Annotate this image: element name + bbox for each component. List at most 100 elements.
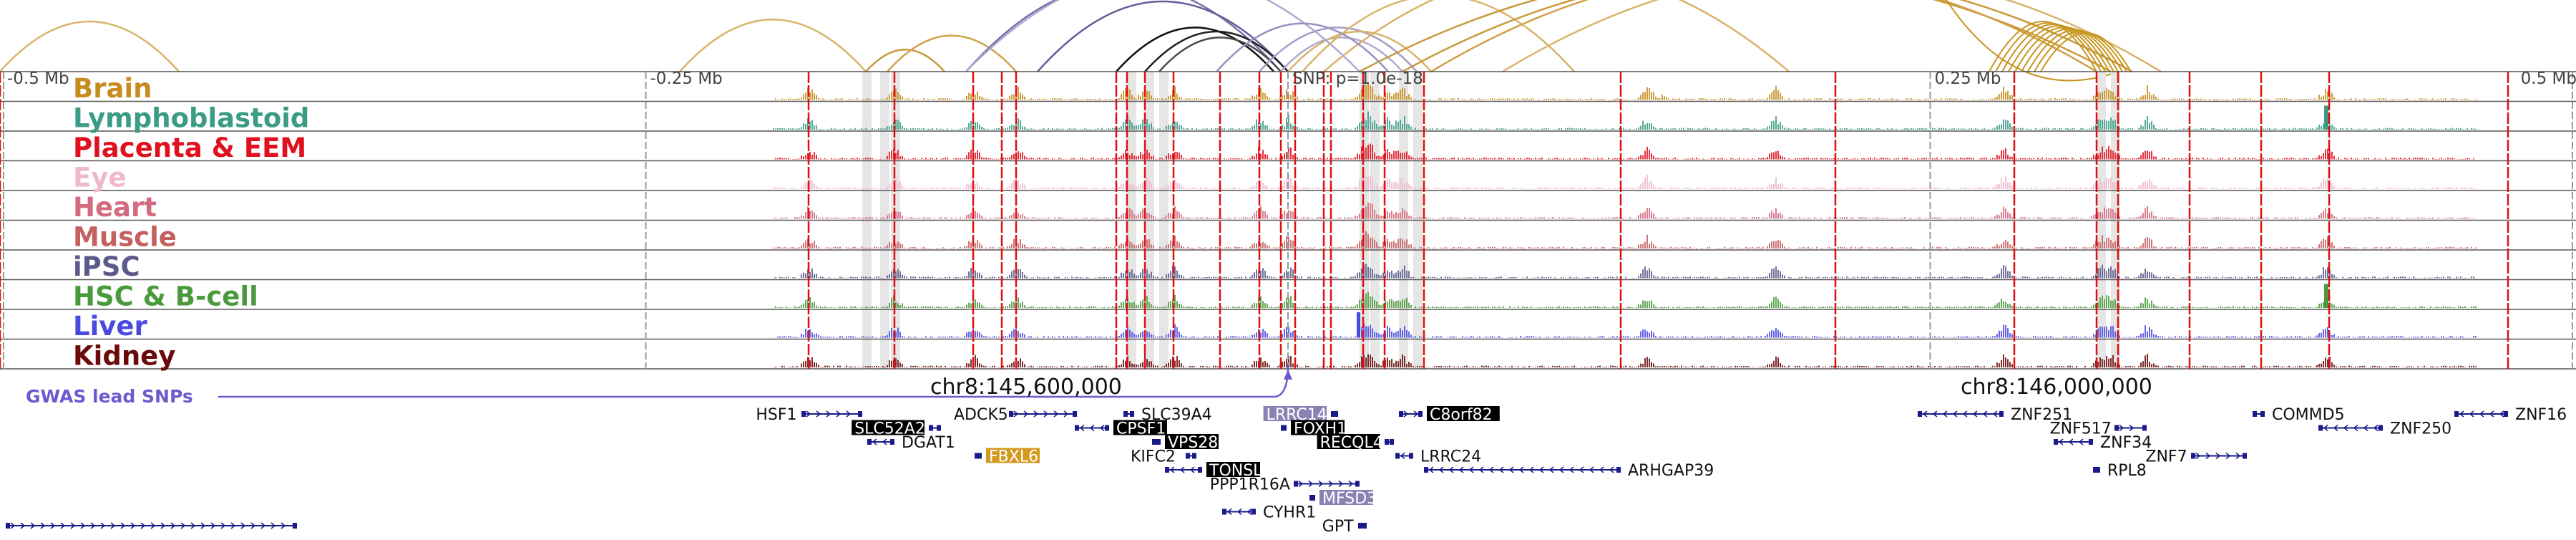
strand-arrow [1488, 466, 1494, 473]
strand-arrow [1448, 466, 1454, 473]
strand-arrow [2499, 410, 2504, 418]
strand-arrow [1538, 466, 1544, 473]
gene-annotations: HSF1 ADCK5 SLC39A4 LRRC14 C8orf82 ZNF251 COMMD… [6, 406, 2567, 536]
gene-exon [1123, 411, 1128, 417]
strand-arrow [1189, 466, 1195, 473]
gene-exon [1073, 411, 1077, 417]
gene-exon [977, 453, 982, 459]
gene-exon [858, 411, 862, 417]
strand-arrow [190, 522, 196, 529]
strand-arrow [1053, 410, 1059, 418]
marker-lines [0, 72, 2573, 369]
track-liver [4, 312, 2572, 338]
gene-c8orf82: C8orf82 [1399, 406, 1500, 424]
gene-dgat1: DGAT1 [867, 434, 955, 452]
strand-arrow [1428, 466, 1434, 473]
gene-exon [1192, 453, 1196, 459]
gene-tonsl: TONSL [1165, 462, 1262, 480]
loop-arc [2034, 31, 2127, 72]
strand-arrow [70, 522, 76, 529]
gene-znf7: ZNF7 [2145, 448, 2247, 466]
gene-label: ZNF7 [2145, 448, 2187, 466]
gene-exon [1418, 411, 1423, 417]
gene-exon [1358, 523, 1362, 529]
gene-exon [1294, 481, 1298, 487]
loop-arc [1989, 21, 2097, 72]
gene-fbxl6: FBXL6 [975, 448, 1040, 466]
strand-arrow [1079, 424, 1085, 432]
gene-label-box [1165, 434, 1219, 449]
strand-arrow [1518, 466, 1524, 473]
track-label: Lymphoblastoid [73, 103, 309, 134]
strand-arrow [2119, 424, 2124, 432]
strand-arrow [170, 522, 176, 529]
gene-exon [867, 439, 872, 445]
gene-exon [1282, 425, 1287, 431]
gene-lrrc24: LRRC24 [1395, 448, 1481, 466]
gene-exon [2142, 425, 2147, 431]
signal-eye [4, 171, 2572, 189]
strand-arrow [1438, 466, 1444, 473]
strand-arrow [20, 522, 26, 529]
gene-exon [937, 425, 941, 431]
gene-label-box [852, 420, 924, 435]
strand-arrow [1579, 466, 1584, 473]
track-label: Kidney [73, 341, 175, 372]
strand-arrow [1179, 466, 1185, 473]
gene-exon [1186, 453, 1190, 459]
gene-label: COMMD5 [2272, 406, 2345, 424]
gene-label-box [1317, 434, 1380, 449]
gene-label: RPL8 [2107, 462, 2147, 480]
strand-arrow [220, 522, 226, 529]
gene-label: SLC52A2 [854, 420, 925, 438]
track-lymphoblastoid [4, 105, 2572, 130]
track-eye [4, 171, 2572, 189]
gene-exon [801, 411, 806, 417]
gwas-snp-marker [1284, 370, 1292, 380]
strand-arrow [1942, 410, 1948, 418]
strand-arrow [1478, 466, 1484, 473]
gene-label: ZNF16 [2515, 406, 2567, 424]
gene-label: C8orf82 [1430, 406, 1493, 424]
chromatin-loop-arcs [0, 0, 2162, 82]
strand-arrow [110, 522, 116, 529]
strand-arrow [1063, 410, 1069, 418]
gene-label: GPT [1322, 518, 1354, 536]
strand-arrow [1468, 466, 1474, 473]
strand-arrow [2078, 438, 2084, 445]
strand-arrow [2323, 424, 2328, 432]
gene-exon [1424, 467, 1428, 473]
strand-arrow [1528, 466, 1534, 473]
gene-label-box [1291, 420, 1345, 435]
gene-exon [1311, 495, 1315, 501]
strand-arrow [100, 522, 106, 529]
strand-arrow [60, 522, 66, 529]
gene-exon [1390, 439, 1394, 445]
signal-hsc-b-cell [4, 291, 2572, 308]
coordinate-labels: chr8:145,600,000 chr8:146,000,000 [930, 375, 2152, 400]
gene-znf251: ZNF251 [1918, 406, 2072, 424]
strand-arrow [1932, 410, 1938, 418]
coordinate-right: chr8:146,000,000 [1961, 375, 2152, 400]
loop-arc [1037, 0, 1289, 72]
strand-arrow [1609, 466, 1614, 473]
gene-exon [1616, 467, 1621, 473]
strand-arrow [1992, 410, 1998, 418]
strand-arrow [816, 410, 821, 418]
gene-exon [1130, 411, 1134, 417]
strand-arrow [1298, 480, 1304, 488]
loop-arc [679, 19, 867, 72]
track-label: Placenta & EEM [73, 132, 306, 163]
strand-arrow [250, 522, 256, 529]
gene-label: LRRC24 [1420, 448, 1481, 466]
strand-arrow [1338, 480, 1344, 488]
strand-arrow [1308, 480, 1314, 488]
gene-vps28: VPS28 [1152, 434, 1219, 452]
loop-arc [1302, 0, 1575, 72]
gene-exon [1399, 411, 1403, 417]
gene-exon [1105, 425, 1109, 431]
gene-label: ZNF34 [2100, 434, 2152, 452]
strand-arrow [280, 522, 286, 529]
